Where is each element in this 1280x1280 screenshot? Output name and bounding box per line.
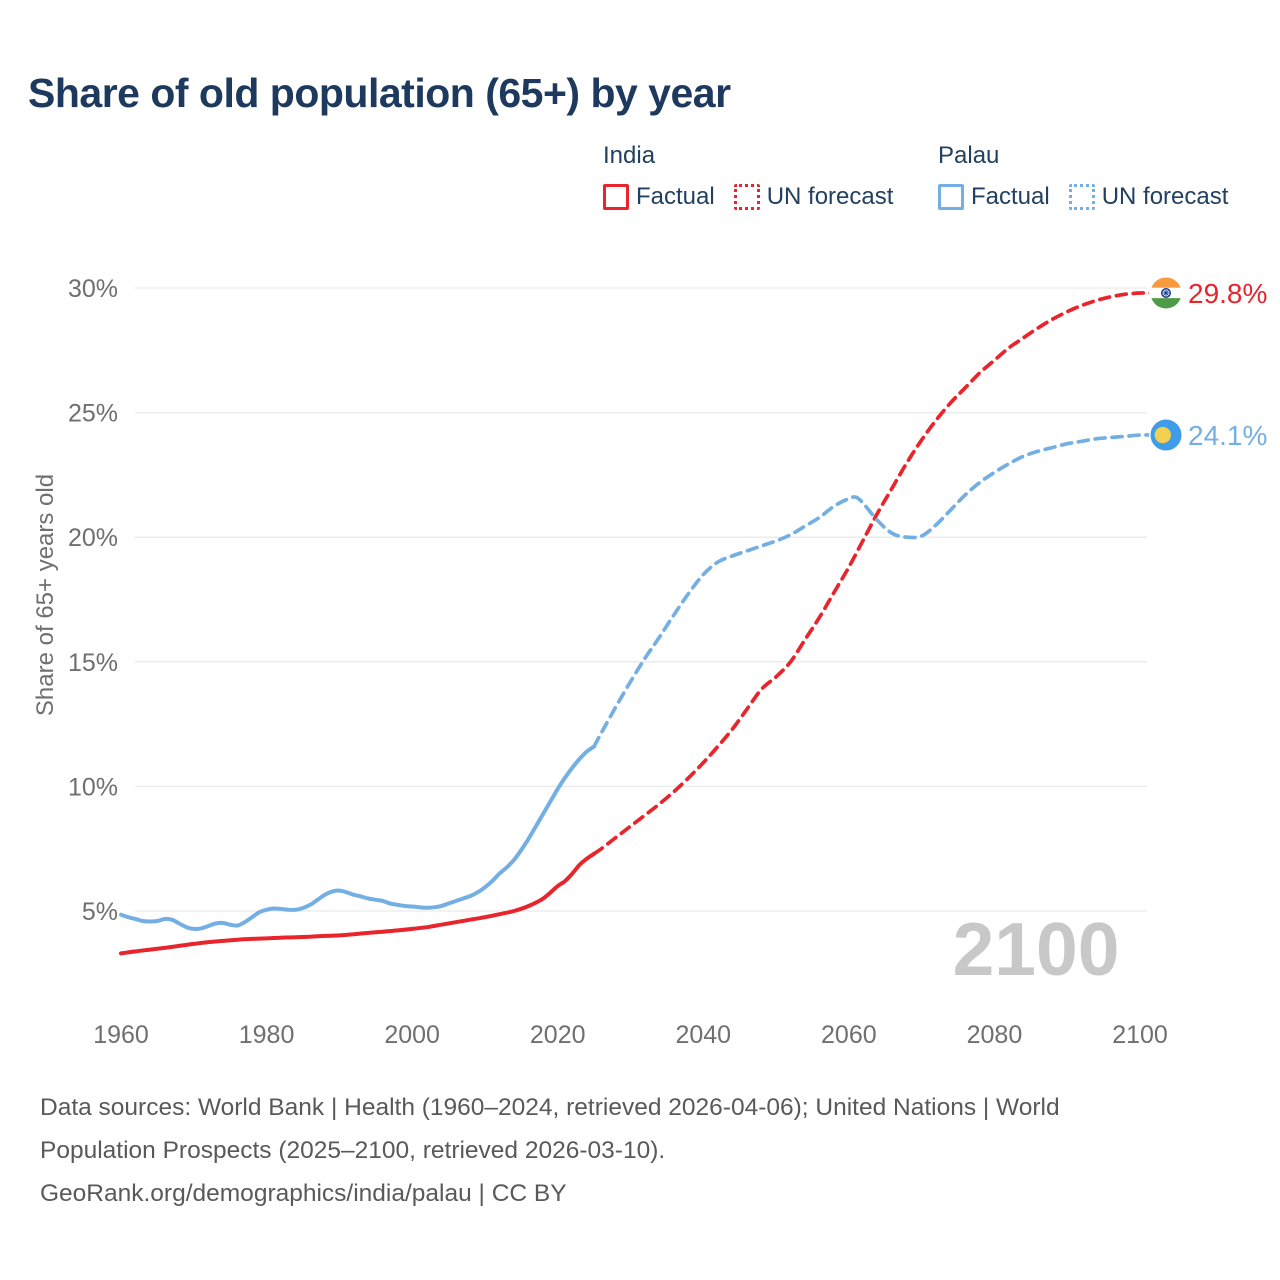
x-tick-label: 2000: [384, 1021, 440, 1049]
legend-group-title: Palau: [938, 142, 1000, 169]
legend-item-label: Factual: [971, 183, 1050, 210]
x-tick-label: 2020: [530, 1021, 586, 1049]
end-value-label-india: 29.8%: [1188, 278, 1267, 309]
footer-line-1: Data sources: World Bank | Health (1960–…: [40, 1094, 1060, 1121]
y-tick-label: 20%: [68, 524, 118, 552]
chart-line-palau-factual: [119, 744, 597, 932]
palau-forecast-swatch-icon: [1068, 184, 1095, 210]
watermark-year: 2100: [953, 907, 1120, 991]
data-sources-footer: Data sources: World Bank | Health (1960–…: [40, 1086, 1060, 1215]
page-title: Share of old population (65+) by year: [28, 70, 731, 116]
end-value-label-palau: 24.1%: [1188, 420, 1267, 451]
chart-line-india-factual: [119, 851, 597, 956]
legend: India Factual UN forecast Palau Factual: [0, 142, 1280, 232]
chart-line-india-un-forecast: [592, 291, 1153, 856]
chart-line-palau-un-forecast: [592, 433, 1153, 749]
palau-factual-swatch-icon: [938, 184, 964, 210]
y-tick-label: 25%: [68, 400, 118, 428]
x-tick-label: 2080: [967, 1021, 1023, 1049]
india-forecast-swatch-icon: [733, 184, 760, 210]
x-tick-label: 2060: [821, 1021, 877, 1049]
legend-item-label: UN forecast: [766, 183, 894, 210]
legend-group-palau: Palau Factual UN forecast: [938, 142, 1228, 211]
legend-item-label: UN forecast: [1101, 183, 1229, 210]
india-factual-swatch-icon: [603, 184, 629, 210]
x-tick-label: 1980: [239, 1021, 295, 1049]
legend-item-india-forecast[interactable]: UN forecast: [733, 183, 894, 211]
y-tick-label: 10%: [68, 773, 118, 801]
legend-group-title: India: [603, 142, 656, 169]
y-tick-label: 15%: [68, 649, 118, 677]
legend-item-palau-factual[interactable]: Factual: [938, 183, 1050, 211]
legend-item-label: Factual: [636, 183, 715, 210]
legend-group-india: India Factual UN forecast: [603, 142, 893, 211]
y-tick-label: 30%: [68, 275, 118, 303]
x-tick-label: 1960: [93, 1021, 149, 1049]
legend-item-india-factual[interactable]: Factual: [603, 183, 715, 211]
y-tick-label: 5%: [82, 898, 118, 926]
x-tick-label: 2040: [675, 1021, 731, 1049]
x-tick-label: 2100: [1112, 1021, 1168, 1049]
india-flag-icon: [1149, 275, 1183, 310]
legend-item-palau-forecast[interactable]: UN forecast: [1068, 183, 1229, 211]
footer-line-2: Population Prospects (2025–2100, retriev…: [40, 1137, 666, 1164]
palau-flag-icon: [1149, 418, 1183, 453]
footer-line-3: GeoRank.org/demographics/india/palau | C…: [40, 1180, 567, 1207]
